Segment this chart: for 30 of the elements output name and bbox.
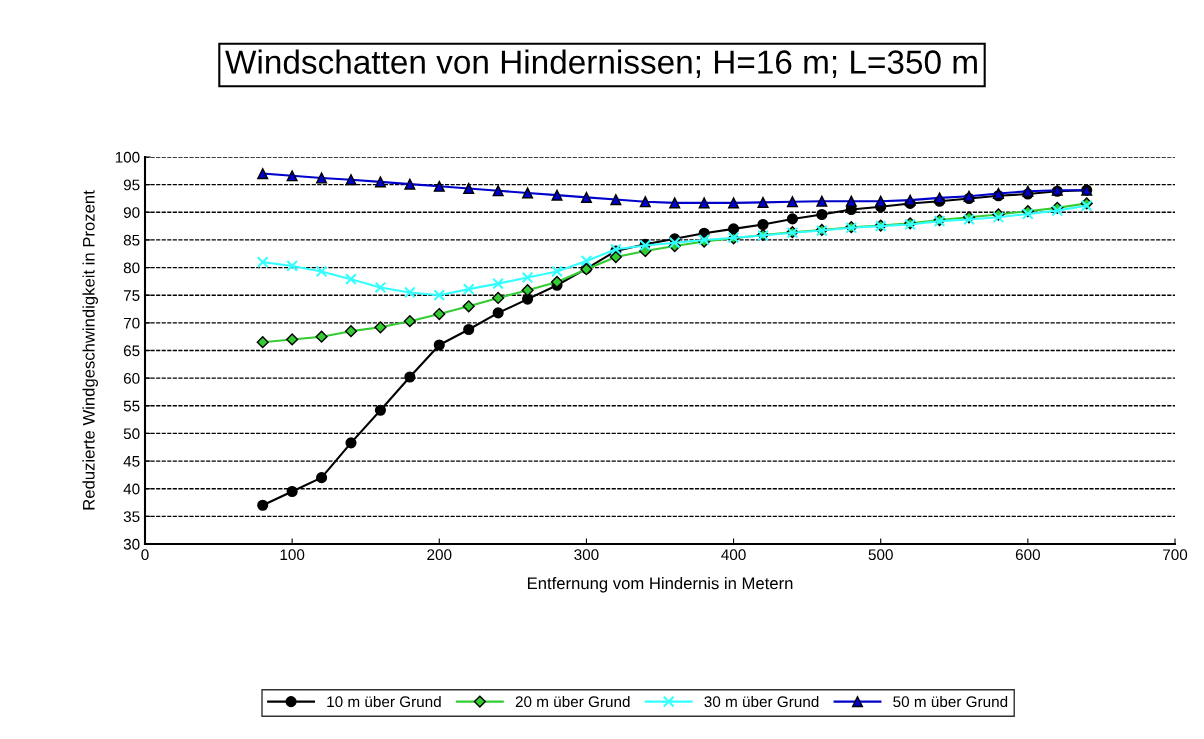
y-tick-label: 70 bbox=[123, 317, 140, 329]
y-tick-label: 60 bbox=[123, 373, 140, 384]
x-tick-label: 600 bbox=[1015, 549, 1041, 561]
x-tick-label: 300 bbox=[574, 549, 599, 561]
x-tick-label: 500 bbox=[868, 549, 893, 561]
y-tick-label: 45 bbox=[123, 456, 140, 467]
y-tick-label: 75 bbox=[123, 290, 140, 301]
y-tick-label: 40 bbox=[123, 483, 140, 495]
y-tick-label: 100 bbox=[115, 151, 140, 163]
y-tick-label: 55 bbox=[123, 400, 140, 412]
x-tick-label: 200 bbox=[427, 549, 452, 561]
y-tick-label: 50 bbox=[123, 428, 140, 440]
legend-label: 50 m über Grund bbox=[893, 695, 1008, 708]
y-tick-label: 80 bbox=[123, 262, 140, 274]
x-tick-label: 700 bbox=[1163, 549, 1188, 561]
y-tick-label: 85 bbox=[123, 234, 140, 246]
y-tick-label: 35 bbox=[123, 511, 140, 523]
y-axis-title: Reduzierte Windgeschwindigkeit in Prozent bbox=[82, 190, 98, 510]
legend-label: 10 m über Grund bbox=[327, 695, 441, 708]
legend-label: 20 m über Grund bbox=[515, 695, 630, 708]
chart-title: Windschatten von Hindernissen; H=16 m; L=350 m bbox=[225, 49, 977, 78]
y-tick-label: 90 bbox=[123, 207, 140, 218]
legend-label: 30 m über Grund bbox=[704, 695, 819, 708]
x-tick-label: 400 bbox=[721, 549, 746, 561]
x-tick-label: 0 bbox=[141, 549, 149, 561]
y-tick-label: 65 bbox=[123, 345, 140, 357]
x-axis-title: Entfernung vom Hindernis in Metern bbox=[527, 576, 793, 593]
y-tick-label: 95 bbox=[123, 179, 140, 191]
y-tick-label: 30 bbox=[123, 538, 140, 550]
x-tick-label: 100 bbox=[280, 549, 305, 561]
